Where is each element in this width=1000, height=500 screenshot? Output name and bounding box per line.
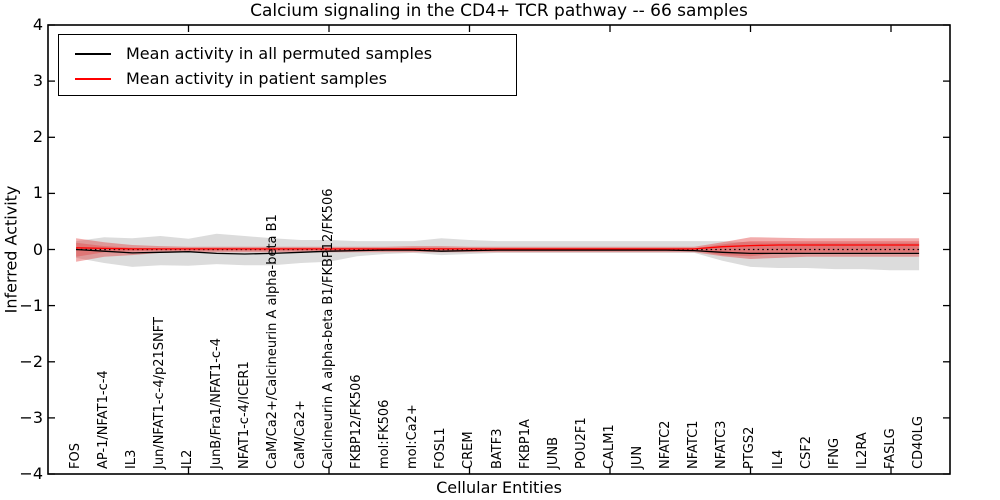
chart-title: Calcium signaling in the CD4+ TCR pathwa… <box>250 1 748 21</box>
x-tick-label: IL3 <box>124 449 140 469</box>
x-tick-label: JUNB <box>545 437 561 469</box>
x-tick-label: POU2F1 <box>573 417 589 469</box>
y-tick-label: −2 <box>19 351 43 371</box>
x-tick-label: IL4 <box>770 449 786 469</box>
legend-label-patient: Mean activity in patient samples <box>126 68 387 88</box>
x-tick-label: CaM/Ca2+/Calcineurin A alpha-beta B1 <box>264 214 280 469</box>
y-tick-label: 3 <box>32 71 43 91</box>
x-tick-label: BATF3 <box>489 428 505 470</box>
x-tick-label: mol:FK506 <box>377 399 393 469</box>
x-tick-label: IL2 <box>180 449 196 469</box>
x-tick-label: NFAT1-c-4/ICER1 <box>236 361 252 469</box>
x-tick-label: JUN <box>630 445 646 469</box>
x-axis-label: Cellular Entities <box>436 478 562 497</box>
y-tick-label: 2 <box>32 127 43 147</box>
x-tick-label: Calcineurin A alpha-beta B1/FKBP12/FK506 <box>320 188 336 469</box>
y-tick-label: −3 <box>19 407 43 427</box>
x-tick-label: CREM <box>461 431 477 469</box>
x-tick-label: FOSL1 <box>433 427 449 469</box>
x-tick-label: IL2RA <box>854 432 870 469</box>
y-tick-label: 4 <box>32 15 43 34</box>
x-tick-label: FKBP12/FK506 <box>349 374 365 470</box>
x-tick-label: FOS <box>68 443 84 469</box>
y-tick-label: 0 <box>32 239 43 259</box>
x-tick-label: mol:Ca2+ <box>405 404 421 469</box>
patient-mean-line <box>76 244 920 250</box>
legend-line-sample-black <box>75 52 111 55</box>
x-tick-label: JunB/Fra1/NFAT1-c-4 <box>208 337 224 469</box>
legend-item-permuted: Mean activity in all permuted samples <box>59 41 516 66</box>
x-tick-label: CaM/Ca2+ <box>292 400 308 469</box>
x-tick-label: CD40LG <box>911 416 927 469</box>
x-tick-label: PTGS2 <box>742 426 758 469</box>
x-tick-label: FASLG <box>882 428 898 469</box>
y-tick-label: −1 <box>19 295 43 315</box>
x-tick-label: NFATC1 <box>686 420 702 469</box>
legend-line-sample-red <box>75 77 111 80</box>
y-tick-label: −4 <box>19 464 43 483</box>
x-tick-label: Jun/NFAT1-c-4/p21SNFT <box>152 317 168 469</box>
x-tick-label: NFATC3 <box>714 420 730 469</box>
y-tick-label: 1 <box>32 183 43 203</box>
x-tick-label: CSF2 <box>798 435 814 469</box>
legend-item-patient: Mean activity in patient samples <box>59 66 516 91</box>
x-tick-label: AP-1/NFAT1-c-4 <box>96 370 112 469</box>
permuted-std-band <box>76 233 920 271</box>
x-tick-label: CALM1 <box>601 424 617 469</box>
x-tick-label: FKBP1A <box>517 419 533 469</box>
x-tick-label: NFATC2 <box>658 420 674 469</box>
permuted-mean-line <box>76 248 920 255</box>
legend-label-permuted: Mean activity in all permuted samples <box>126 43 433 63</box>
x-tick-label: IFNG <box>826 437 842 469</box>
legend: Mean activity in all permuted samples Me… <box>58 34 517 96</box>
